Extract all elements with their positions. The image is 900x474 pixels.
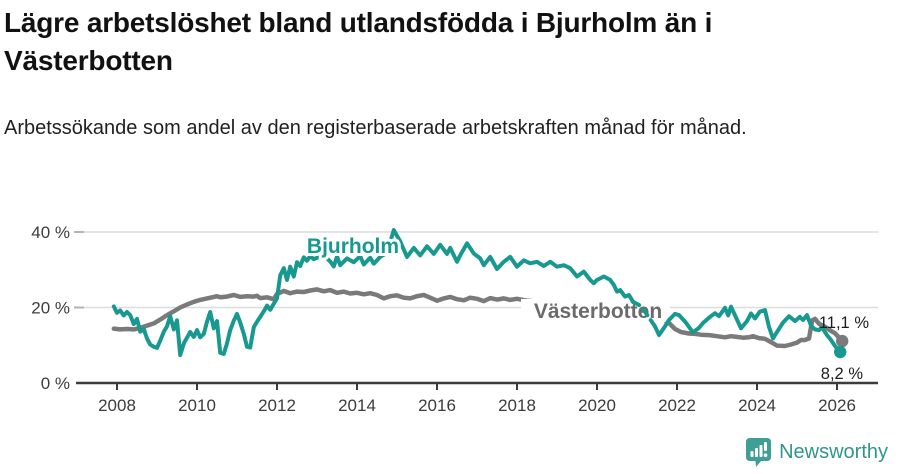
end-dot-västerbotten — [836, 334, 849, 348]
x-tick-label: 2026 — [818, 396, 856, 415]
x-tick-label: 2010 — [178, 396, 216, 415]
line-bjurholm — [111, 228, 635, 358]
x-tick-label: 2024 — [738, 396, 776, 415]
x-tick-label: 2016 — [418, 396, 456, 415]
x-tick-label: 2018 — [498, 396, 536, 415]
y-tick-label: 0 % — [41, 374, 70, 393]
newsworthy-logo-icon — [746, 438, 772, 467]
label-halo — [521, 299, 670, 322]
x-tick-label: 2014 — [338, 396, 376, 415]
line-västerbotten — [111, 287, 845, 349]
end-dot-bjurholm — [834, 345, 847, 359]
y-tick-label: 20 % — [31, 299, 70, 318]
page-title: Lägre arbetslöshet bland utlandsfödda i … — [4, 7, 713, 76]
series-label-bjurholm: Bjurholm — [307, 235, 399, 258]
x-tick-label: 2008 — [98, 396, 136, 415]
end-value-label-bjurholm: 8,2 % — [821, 365, 864, 383]
y-tick-label: 40 % — [31, 223, 70, 242]
x-tick-label: 2022 — [658, 396, 696, 415]
brand-name: Newsworthy — [779, 441, 888, 463]
x-tick-label: 2012 — [258, 396, 296, 415]
brand-footer: Newsworthy — [745, 437, 888, 468]
x-tick-label: 2020 — [578, 396, 616, 415]
line-bjurholm — [653, 304, 843, 354]
page-subtitle: Arbetssökande som andel av den registerb… — [4, 117, 747, 139]
line-bjurholm — [631, 299, 657, 329]
end-value-label-västerbotten: 11,1 % — [819, 314, 869, 332]
